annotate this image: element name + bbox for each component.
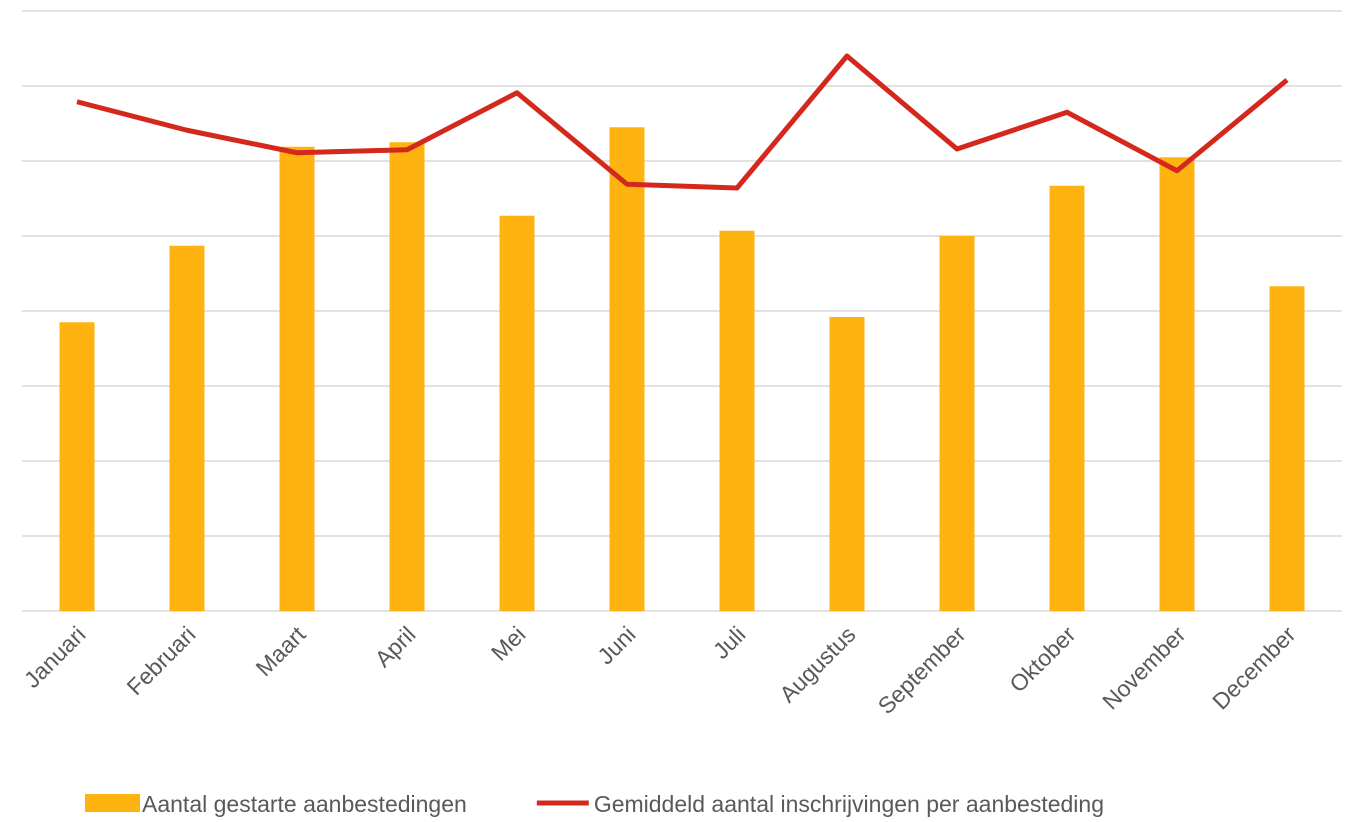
x-tick-label: Januari [19,621,91,693]
line [76,53,1289,191]
bar [719,230,755,611]
x-tick-label: Mei [486,621,531,666]
bar [609,127,645,611]
x-tick-label: November [1097,621,1191,715]
x-tick-label: Maart [251,621,311,681]
x-tick-label: Oktober [1004,621,1080,697]
bar [59,322,95,611]
x-tick-label: Februari [122,621,201,700]
x-tick-label: Juni [592,621,640,669]
bar [499,215,535,611]
x-tick-label: September [873,621,971,719]
x-tick-label: Augustus [774,621,860,707]
bar [169,245,205,611]
bar [939,236,975,611]
x-tick-label: Juli [708,621,751,664]
legend-swatch [85,794,140,812]
legend-label: Aantal gestarte aanbestedingen [142,791,467,817]
bar [279,146,315,611]
x-tick-label: April [370,621,421,672]
bar [1159,157,1195,611]
bar [1269,286,1305,611]
bar [829,317,865,611]
legend-label: Gemiddeld aantal inschrijvingen per aanb… [594,791,1104,817]
bar [389,142,425,611]
x-tick-label: December [1207,621,1301,715]
bar [1049,185,1085,611]
